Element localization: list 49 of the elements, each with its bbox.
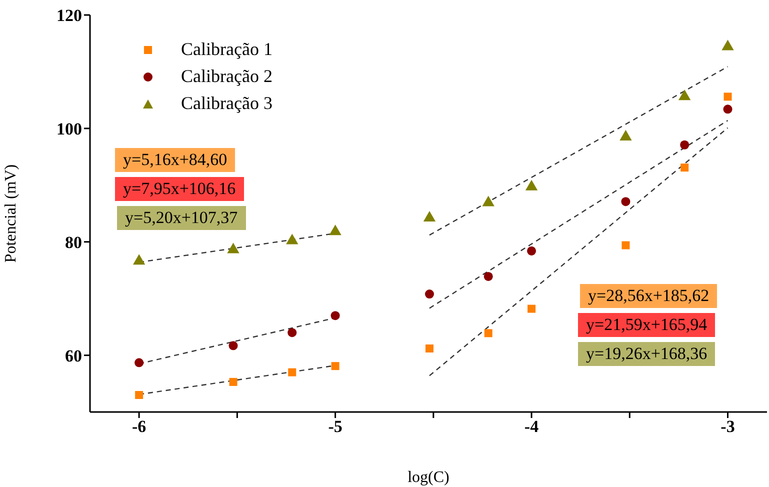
point: [678, 90, 691, 100]
point: [330, 311, 340, 320]
point: [286, 234, 298, 244]
x-tick-label: -3: [720, 417, 735, 436]
x-tick-label: -4: [524, 417, 540, 436]
point: [680, 140, 690, 150]
x-tick-label: -5: [328, 417, 342, 436]
point: [482, 196, 494, 206]
y-tick-label: 100: [56, 119, 82, 138]
y-tick-label: 60: [65, 346, 82, 366]
y-axis-title: Potencial (mV): [2, 164, 20, 263]
point: [622, 241, 630, 250]
point: [425, 344, 434, 352]
point: [423, 211, 436, 222]
point: [525, 180, 538, 190]
point: [484, 329, 492, 338]
point: [134, 358, 144, 368]
annotation: y=7,95x+106,16: [115, 177, 244, 201]
point: [228, 341, 238, 350]
point: [132, 254, 146, 265]
x-axis-title: log(C): [408, 469, 450, 486]
point: [331, 362, 340, 370]
annotation: y=19,26x+168,36: [578, 342, 716, 366]
point: [329, 224, 342, 236]
point: [620, 130, 632, 140]
point: [288, 328, 297, 338]
point: [484, 272, 493, 281]
y-tick-label: 120: [56, 6, 82, 26]
point: [723, 104, 732, 114]
legend-label: Calibração 2: [181, 66, 272, 87]
point: [135, 390, 144, 399]
annotation: y=21,59x+165,94: [578, 313, 716, 337]
point: [527, 246, 536, 256]
point: [288, 368, 296, 376]
annotation: y=5,20x+107,37: [117, 206, 246, 230]
point: [424, 290, 434, 299]
annotation: y=28,56x+185,62: [580, 284, 718, 308]
point: [722, 40, 734, 50]
point: [229, 378, 238, 386]
y-tick-label: 80: [65, 232, 82, 252]
x-tick-label: -6: [132, 417, 146, 436]
point: [227, 242, 240, 254]
legend-label: Calibração 1: [181, 39, 272, 60]
point: [724, 92, 732, 101]
annotation: y=5,16x+84,60: [115, 148, 236, 172]
point: [621, 197, 630, 206]
legend-label: Calibração 3: [181, 93, 272, 114]
point: [528, 304, 536, 313]
point: [680, 164, 689, 172]
